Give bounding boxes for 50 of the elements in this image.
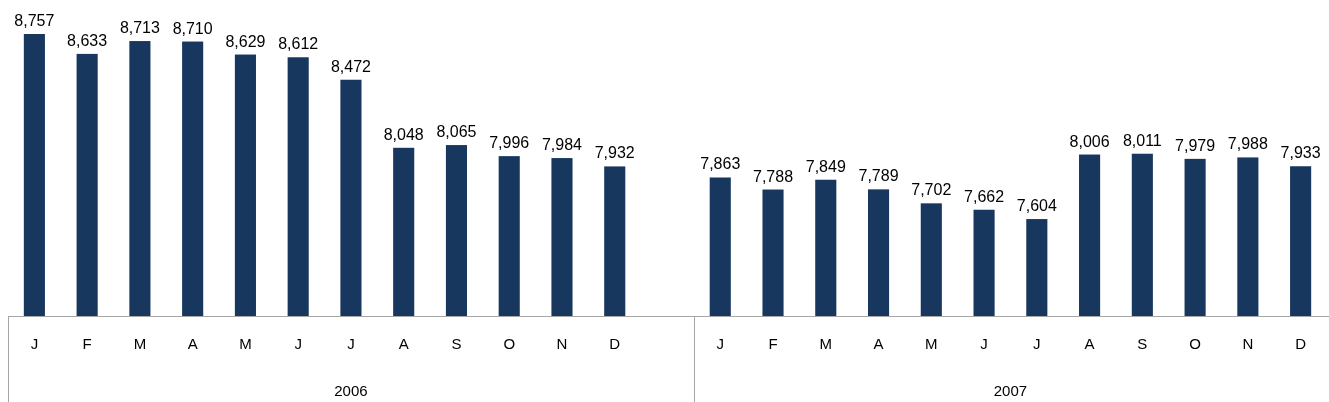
x-tick-label: O [503, 335, 516, 352]
x-tick-label: N [556, 335, 568, 352]
data-label: 7,604 [1016, 197, 1057, 215]
x-tick-label: J [347, 335, 355, 352]
data-label: 7,988 [1227, 135, 1268, 153]
x-tick-label: J [980, 335, 988, 352]
x-tick-label: A [873, 335, 884, 352]
data-label: 7,932 [594, 144, 635, 162]
x-tick-label: A [187, 335, 198, 352]
data-label: 8,713 [119, 19, 161, 37]
x-tick-label: O [1189, 335, 1201, 352]
data-label: 8,011 [1122, 131, 1162, 149]
data-label: 7,933 [1280, 144, 1321, 162]
text: 2006 [334, 382, 368, 399]
data-label: 7,984 [541, 136, 583, 154]
x-tick-label: J [716, 335, 725, 352]
data-label: 8,612 [278, 35, 319, 53]
data-label: 7,979 [1175, 136, 1216, 154]
data-label: 7,849 [805, 157, 846, 175]
x-tick-label: J [1033, 335, 1041, 352]
x-tick-label: F [82, 335, 92, 352]
x-tick-label: A [1084, 335, 1095, 352]
data-label: 8,633 [67, 31, 108, 49]
x-tick-label: S [1137, 335, 1148, 352]
x-tick-label: F [768, 335, 778, 352]
data-label: 7,863 [700, 155, 741, 173]
data-label: 7,662 [964, 187, 1005, 205]
data-label: 8,629 [225, 32, 266, 50]
data-label: 8,006 [1069, 132, 1110, 150]
data-label: 8,472 [330, 57, 372, 75]
data-label: 8,065 [436, 123, 477, 141]
x-tick-label: M [239, 335, 252, 352]
x-tick-label: M [925, 335, 938, 352]
x-tick-label: D [609, 335, 621, 352]
x-tick-label: N [1242, 335, 1254, 352]
x-tick-label: D [1295, 335, 1307, 352]
data-label: 8,710 [172, 19, 213, 37]
data-label: 7,789 [858, 167, 899, 185]
data-label: 7,702 [911, 181, 952, 199]
x-tick-label: M [819, 335, 833, 352]
data-label: 8,048 [383, 125, 424, 143]
text: 2007 [993, 382, 1028, 399]
data-label: 8,757 [14, 12, 55, 29]
x-tick-label: J [30, 335, 39, 352]
x-tick-label: J [294, 335, 302, 352]
data-label: 7,996 [489, 134, 530, 152]
x-tick-label: A [398, 335, 409, 352]
x-tick-label: M [133, 335, 147, 352]
x-tick-label: S [451, 335, 462, 352]
data-label: 7,788 [753, 167, 794, 185]
